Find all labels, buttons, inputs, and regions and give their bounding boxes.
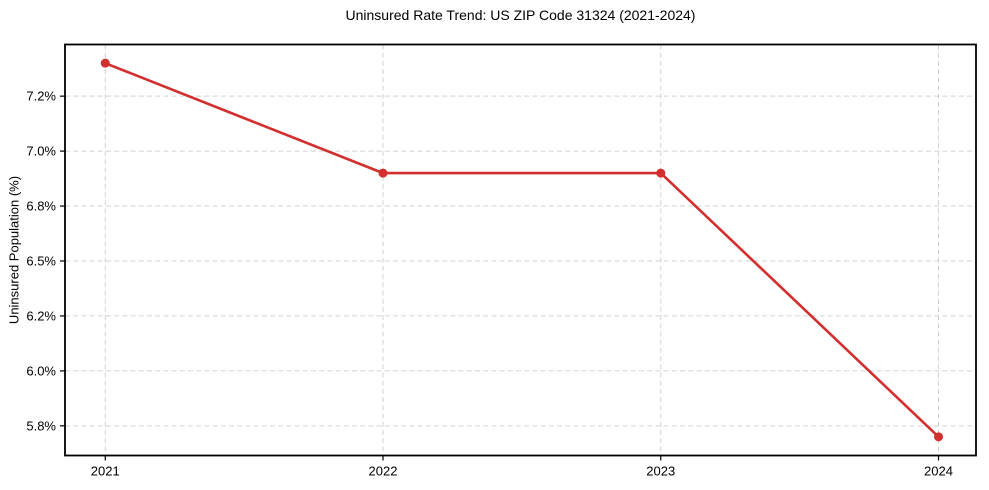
data-point-marker <box>100 58 110 68</box>
axes-border <box>64 43 977 457</box>
x-tick-label: 2021 <box>91 464 120 479</box>
x-tick-label: 2024 <box>924 464 953 479</box>
y-tick-label: 7.0% <box>26 144 56 159</box>
y-tick-label: 6.5% <box>26 253 56 268</box>
x-tick-label: 2022 <box>369 464 398 479</box>
trend-line <box>103 61 940 439</box>
chart-title: Uninsured Rate Trend: US ZIP Code 31324 … <box>345 7 696 23</box>
data-point-marker <box>656 168 666 178</box>
y-tick-label: 6.2% <box>26 308 56 323</box>
y-tick-label: 7.2% <box>26 89 56 104</box>
data-point-marker <box>934 432 944 442</box>
data-point-marker <box>378 168 388 178</box>
x-tick-label: 2023 <box>646 464 675 479</box>
y-tick-label: 5.8% <box>26 418 56 433</box>
y-tick-label: 6.0% <box>26 363 56 378</box>
y-tick-label: 6.8% <box>26 199 56 214</box>
